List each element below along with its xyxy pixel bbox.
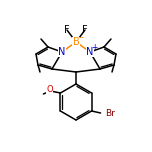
- Text: Br: Br: [106, 109, 116, 117]
- Text: F: F: [82, 25, 88, 35]
- Text: B: B: [73, 37, 79, 47]
- Text: N: N: [58, 47, 66, 57]
- Text: −: −: [77, 33, 84, 43]
- Text: O: O: [46, 85, 53, 95]
- Text: +: +: [91, 43, 98, 52]
- Text: F: F: [64, 25, 70, 35]
- Text: N: N: [86, 47, 94, 57]
